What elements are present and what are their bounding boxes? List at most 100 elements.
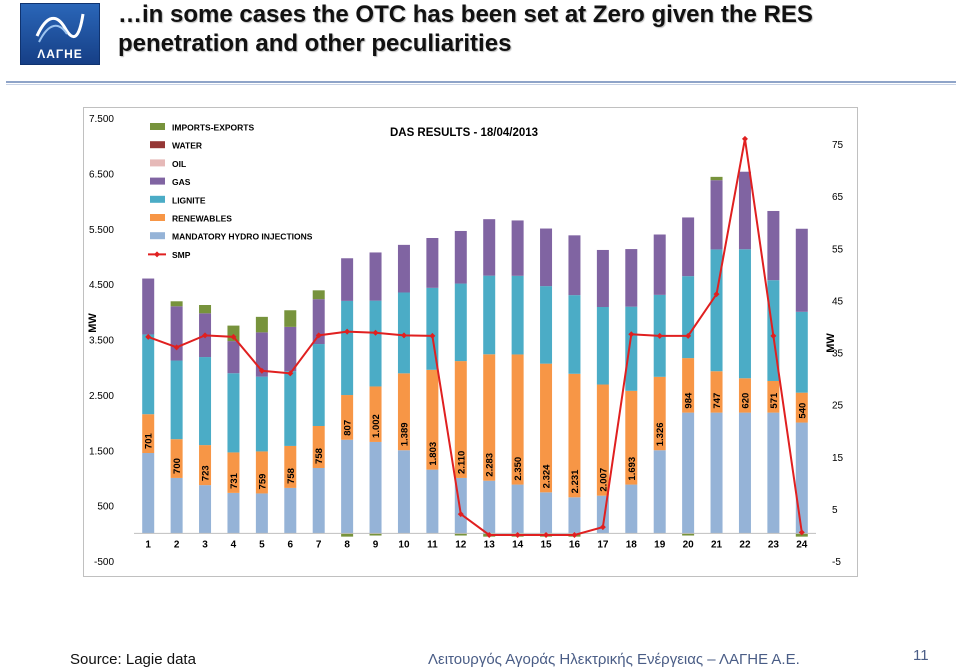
legend-label: LIGNITE	[172, 195, 206, 205]
x-tick-label: 5	[259, 539, 265, 550]
y2-tick-label: 35	[832, 349, 844, 360]
renewables-data-label: 2.007	[598, 468, 609, 492]
x-tick-label: 23	[768, 539, 780, 550]
wave-logo-icon	[35, 13, 85, 43]
bar-segment	[312, 299, 325, 345]
page-number: 11	[913, 647, 929, 664]
smp-point	[713, 291, 720, 298]
y-tick-label: 3.500	[89, 336, 114, 347]
legend-label: GAS	[172, 177, 191, 187]
bar-segment	[568, 373, 581, 498]
bar-segment	[511, 275, 524, 355]
bar-segment	[142, 278, 155, 335]
y-tick-label: 7.500	[89, 114, 114, 125]
x-tick-label: 19	[654, 539, 666, 550]
renewables-data-label: 1.693	[627, 457, 638, 481]
bar-segment	[710, 371, 723, 413]
y-tick-label: 500	[97, 502, 114, 513]
legend-label: WATER	[172, 141, 202, 151]
legend-swatch	[150, 214, 165, 221]
smp-point	[628, 331, 635, 338]
bar-segment	[738, 378, 751, 413]
bar-segment	[596, 384, 609, 496]
smp-point	[202, 332, 209, 339]
bar-segment	[255, 316, 268, 333]
bar-segment	[142, 334, 155, 415]
bar-segment	[341, 533, 354, 537]
bar-segment	[454, 230, 467, 284]
bar-segment	[596, 306, 609, 385]
y2-tick-label: 5	[832, 505, 838, 516]
bar-segment	[682, 358, 695, 413]
bar-segment	[454, 283, 467, 362]
bar-segment	[682, 533, 695, 536]
smp-point	[400, 332, 407, 339]
bar-segment	[795, 311, 808, 393]
legend-label: SMP	[172, 250, 191, 260]
bar-segment	[767, 380, 780, 413]
x-tick-label: 14	[512, 539, 524, 550]
bar-segment	[255, 376, 268, 452]
smp-point	[287, 370, 294, 377]
slide-title-line1: …in some cases the OTC has been set at Z…	[118, 1, 813, 28]
bar-segment	[511, 220, 524, 276]
bar-segment	[795, 228, 808, 312]
bar-segment	[710, 180, 723, 250]
y-tick-label: 1.500	[89, 446, 114, 457]
bar-segment	[767, 210, 780, 281]
bar-segment	[341, 439, 354, 534]
bar-segment	[653, 450, 666, 534]
x-tick-label: 13	[484, 539, 496, 550]
bar-segment	[540, 363, 553, 493]
bar-segment	[511, 484, 524, 534]
bar-segment	[426, 369, 439, 470]
smp-point	[429, 332, 436, 339]
bar-segment	[255, 493, 268, 534]
y2-tick-label: 25	[832, 401, 844, 412]
bar-segment	[596, 249, 609, 307]
x-tick-label: 1	[145, 539, 151, 550]
renewables-data-label: 571	[769, 392, 780, 409]
bar-segment	[227, 341, 240, 374]
bar-segment	[625, 306, 638, 391]
smp-point	[315, 332, 322, 339]
bar-segment	[284, 445, 297, 488]
renewables-data-label: 540	[797, 403, 808, 419]
bar-segment	[255, 451, 268, 494]
renewables-data-label: 758	[286, 468, 297, 484]
bar-segment	[199, 445, 212, 486]
renewables-data-label: 758	[314, 448, 325, 464]
x-tick-label: 16	[569, 539, 581, 550]
bar-segment	[255, 332, 268, 377]
bar-segment	[227, 492, 240, 534]
bar-segment	[142, 414, 155, 454]
renewables-data-label: 731	[229, 472, 240, 489]
bar-segment	[738, 412, 751, 534]
x-tick-label: 6	[288, 539, 294, 550]
smp-point	[571, 531, 578, 538]
x-tick-label: 2	[174, 539, 180, 550]
smp-point	[486, 531, 493, 538]
bar-segment	[454, 533, 467, 536]
smp-line	[147, 138, 803, 536]
y-tick-label: 5.500	[89, 225, 114, 236]
x-tick-label: 17	[597, 539, 609, 550]
bar-segment	[483, 275, 496, 355]
bar-segment	[682, 276, 695, 359]
y-tick-label: 2.500	[89, 391, 114, 402]
bar-segment	[653, 234, 666, 295]
x-tick-label: 9	[373, 539, 379, 550]
bar-segment	[682, 217, 695, 277]
renewables-data-label: 1.389	[399, 422, 410, 446]
smp-point	[543, 531, 550, 538]
bar-segment	[710, 176, 723, 181]
slide-title-line2: penetration and other peculiarities	[118, 30, 512, 57]
renewables-data-label: 747	[712, 393, 723, 409]
smp-point	[599, 524, 606, 531]
bar-segment	[397, 244, 410, 293]
bar-segment	[426, 469, 439, 534]
bar-segment	[199, 485, 212, 534]
smp-point	[514, 531, 521, 538]
bar-segment	[738, 171, 751, 250]
bar-segment	[341, 395, 354, 440]
